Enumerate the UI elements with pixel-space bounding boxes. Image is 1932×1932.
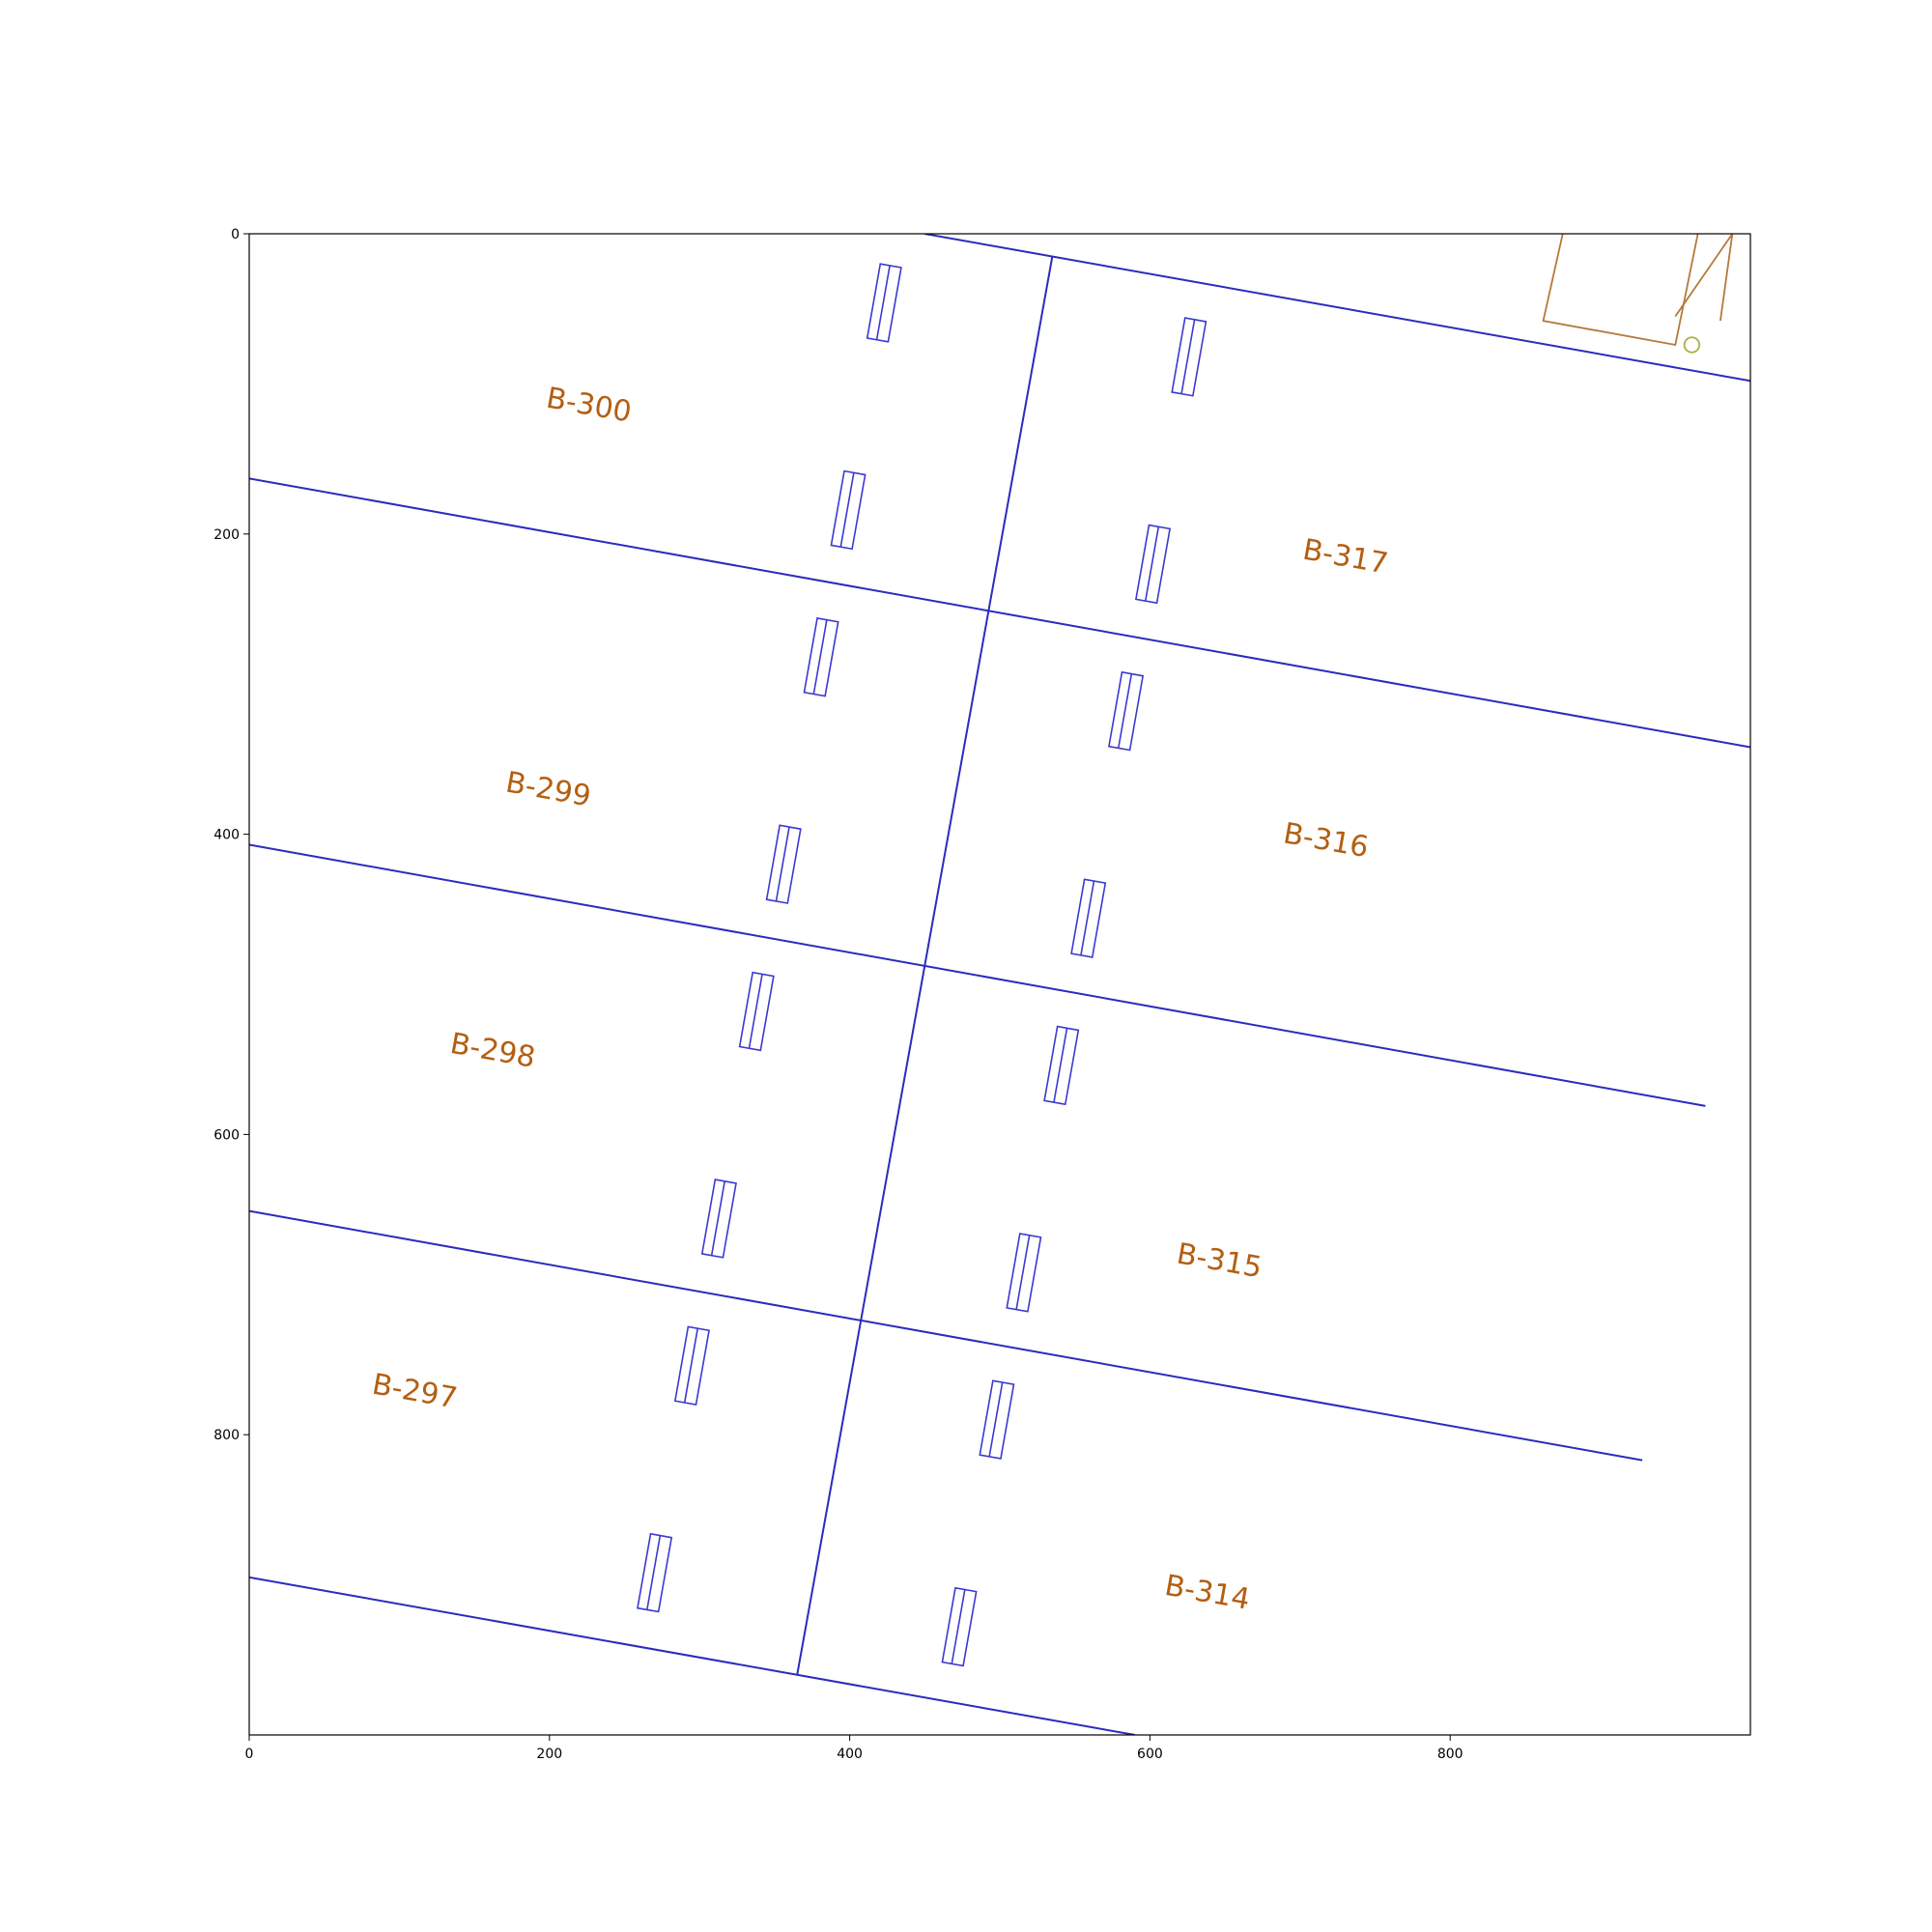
boundary-marker xyxy=(637,1532,673,1613)
parcel-label: B-300 xyxy=(544,382,634,430)
parcel-label: B-317 xyxy=(1300,533,1390,582)
well-symbol xyxy=(1683,336,1701,354)
y-tick-label: 600 xyxy=(213,1127,240,1143)
boundary-marker xyxy=(765,824,802,904)
y-axis: 0 200 400 600 800 xyxy=(213,227,249,1443)
parcel-label: B-299 xyxy=(503,766,593,814)
building-outline xyxy=(1542,234,1699,347)
y-tick-label: 200 xyxy=(213,527,240,543)
boundary-marker xyxy=(700,1179,737,1259)
map-content: B-300 B-299 B-298 B-297 B-317 B-316 B-315 B-314 xyxy=(249,234,1750,1735)
boundary-marker xyxy=(1171,317,1208,397)
parcel-labels: B-300 B-299 B-298 B-297 B-317 B-316 B-315 B-314 xyxy=(370,382,1391,1617)
parcel-boundaries xyxy=(249,234,1750,1735)
x-tick-label: 800 xyxy=(1437,1747,1463,1762)
boundary-marker xyxy=(941,1586,978,1667)
parcel-label: B-314 xyxy=(1162,1569,1252,1617)
boundary-marker xyxy=(1070,878,1107,958)
parcel-label: B-297 xyxy=(370,1368,460,1416)
y-tick-label: 800 xyxy=(213,1428,240,1443)
parcel-boundary-line xyxy=(924,234,1750,383)
parcel-label: B-298 xyxy=(447,1027,537,1075)
parcel-label: B-316 xyxy=(1281,816,1371,865)
x-tick-label: 400 xyxy=(837,1747,863,1762)
boundary-marker xyxy=(803,616,839,697)
parcel-boundary-line xyxy=(249,477,1750,749)
parcel-boundary-line xyxy=(249,1209,1643,1462)
boundary-marker xyxy=(1134,524,1172,605)
boundary-marker xyxy=(979,1379,1015,1460)
boundary-marker xyxy=(1006,1233,1042,1313)
building-wedge xyxy=(1674,234,1734,322)
boundary-marker xyxy=(1043,1025,1080,1106)
plot-frame xyxy=(248,233,1751,1736)
boundary-marker xyxy=(866,263,902,343)
x-tick-label: 0 xyxy=(245,1747,254,1762)
x-tick-label: 600 xyxy=(1137,1747,1163,1762)
boundary-marker xyxy=(738,971,775,1052)
parcel-boundary-line xyxy=(249,1576,1136,1735)
parcel-label: B-315 xyxy=(1175,1237,1264,1286)
y-tick-label: 0 xyxy=(231,227,240,242)
x-tick-label: 200 xyxy=(536,1747,562,1762)
building-footprint xyxy=(1542,234,1734,354)
boundary-marker xyxy=(673,1325,710,1406)
parcel-boundary-line xyxy=(249,843,1706,1107)
boundary-markers xyxy=(637,263,1208,1667)
y-tick-label: 400 xyxy=(213,828,240,843)
x-axis: 0 200 400 600 800 xyxy=(245,1735,1463,1762)
boundary-marker xyxy=(830,469,867,551)
boundary-marker xyxy=(1108,670,1145,752)
